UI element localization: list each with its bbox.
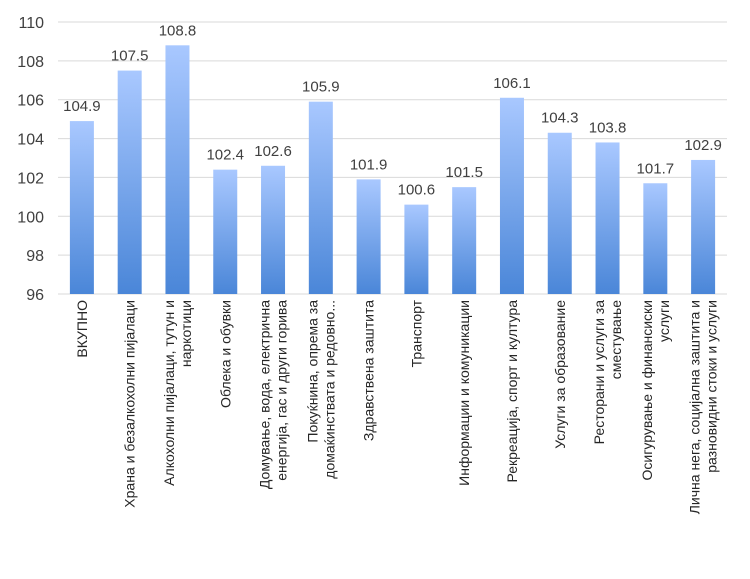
- category-label-line: Покуќнина, опрема за: [304, 300, 320, 443]
- data-labels: 104.9 107.5 108.8 102.4 102.6 105.9 101.9 100.6…: [63, 22, 722, 198]
- category-label-line: наркотици: [178, 300, 194, 367]
- y-tick-label: 106: [17, 93, 44, 110]
- data-label: 102.9: [684, 137, 722, 154]
- y-tick-label: 96: [26, 287, 44, 304]
- category-label: Услуги за образование: [552, 300, 568, 449]
- data-label: 107.5: [111, 48, 149, 65]
- category-label-line: Облека и обувки: [217, 300, 233, 408]
- bar: [499, 97, 524, 295]
- category-label-line: Услуги за образование: [552, 300, 568, 449]
- y-tick-label: 104: [17, 132, 44, 149]
- y-tick-label: 98: [26, 248, 44, 265]
- category-label-line: Осигурување и финансиски: [639, 300, 655, 480]
- data-label: 101.7: [637, 160, 675, 177]
- category-label: Осигурување и финансиски услуги: [639, 300, 672, 480]
- data-label: 103.8: [589, 119, 627, 136]
- category-label-line: Храна и безалкохолни пијалаци: [122, 300, 138, 508]
- bar: [595, 142, 620, 294]
- category-label-line: услуги: [656, 300, 672, 342]
- bar: [308, 101, 333, 295]
- data-label: 108.8: [159, 22, 197, 39]
- category-label-line: енергија, гас и други горива: [274, 300, 290, 481]
- category-label-line: Лична нега, социјална заштита и: [687, 300, 703, 514]
- y-tick-label: 102: [17, 170, 44, 187]
- category-label: Алкохолни пијалаци, тутун и наркотици: [161, 300, 194, 486]
- data-label: 101.5: [445, 164, 483, 181]
- bar: [117, 70, 142, 294]
- category-label: Ресторани и услуги за сместување: [591, 300, 624, 445]
- data-label: 102.4: [206, 147, 244, 164]
- category-label: Покуќнина, опрема за домаќинствата и редо…: [304, 300, 337, 479]
- y-tick-label: 100: [17, 209, 44, 226]
- category-label-line: Домување, вода, електрична: [257, 300, 273, 489]
- category-labels: ВКУПНО Храна и безалкохолни пијалаци Алкох…: [74, 299, 720, 514]
- y-axis-ticks: 96 98 100 102 104 106 108 110: [17, 15, 44, 304]
- data-label: 102.6: [254, 143, 292, 160]
- y-tick-label: 108: [17, 54, 44, 71]
- bars: [69, 45, 716, 295]
- category-label: Храна и безалкохолни пијалаци: [122, 300, 138, 508]
- category-label-line: сместување: [608, 300, 624, 379]
- category-label: Здравствена заштита: [361, 300, 377, 441]
- category-label: Информации и комуникации: [456, 300, 472, 486]
- bar: [356, 179, 381, 294]
- category-label: Домување, вода, електрична енергија, гас …: [257, 300, 290, 489]
- data-label: 100.6: [398, 182, 436, 199]
- category-label-line: разновидни стоки и услуги: [704, 300, 720, 473]
- y-tick-label: 110: [18, 15, 44, 32]
- bar: [404, 204, 429, 294]
- category-label: Облека и обувки: [217, 300, 233, 408]
- bar: [261, 165, 286, 294]
- data-label: 104.9: [63, 98, 101, 115]
- data-label: 106.1: [493, 75, 531, 92]
- category-label-line: Ресторани и услуги за: [591, 300, 607, 445]
- data-label: 105.9: [302, 79, 340, 96]
- category-label: ВКУПНО: [74, 300, 90, 358]
- bar: [452, 187, 477, 294]
- category-label-line: Информации и комуникации: [456, 300, 472, 486]
- data-label: 104.3: [541, 110, 579, 127]
- category-label: Рекреација, спорт и култура: [504, 300, 520, 483]
- bar: [691, 159, 716, 294]
- category-label-line: домаќинствата и редовно...: [321, 300, 337, 479]
- category-label-line: Здравствена заштита: [361, 300, 377, 441]
- gridlines: [58, 21, 727, 295]
- bar: [69, 121, 94, 294]
- bar: [643, 183, 668, 294]
- category-label-line: ВКУПНО: [74, 300, 90, 358]
- data-label: 101.9: [350, 156, 388, 173]
- category-label: Лична нега, социјална заштита и разновидн…: [687, 300, 720, 514]
- category-label-line: Рекреација, спорт и култура: [504, 300, 520, 483]
- category-label-line: Алкохолни пијалаци, тутун и: [161, 300, 177, 486]
- bar: [547, 132, 572, 294]
- category-label-line: Транспорт: [408, 299, 424, 367]
- bar: [213, 169, 238, 294]
- bar: [165, 45, 190, 294]
- category-label: Транспорт: [408, 299, 424, 367]
